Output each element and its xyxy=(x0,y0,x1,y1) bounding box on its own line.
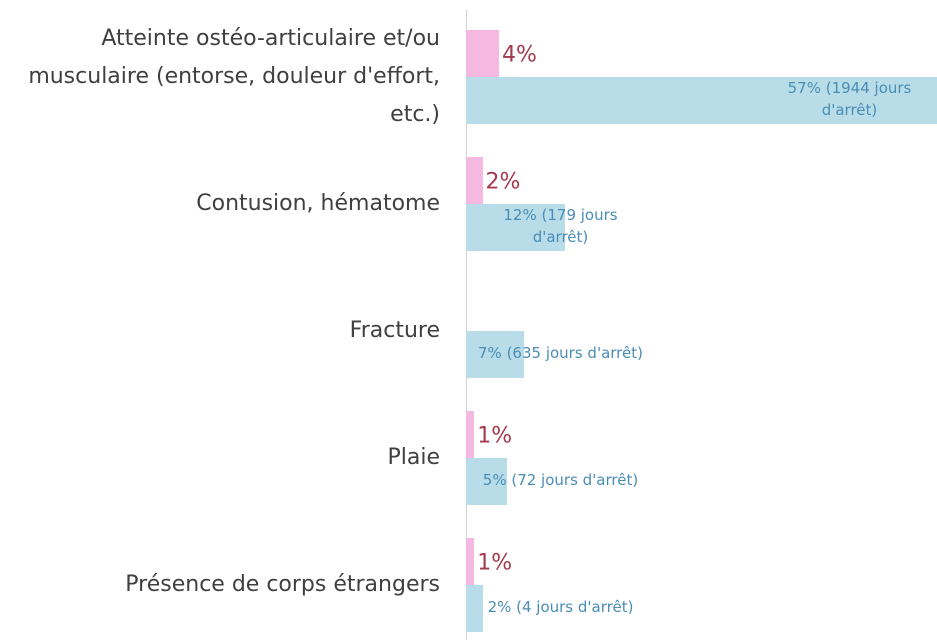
bar xyxy=(466,157,483,204)
value-label: 2% xyxy=(485,169,521,195)
category-label: Présence de corps étrangers xyxy=(125,572,440,597)
value-label: 2% (4 jours d'arrêt) xyxy=(487,598,634,616)
value-label: 1% xyxy=(477,423,513,449)
value-label: 4% xyxy=(502,42,537,68)
category-label: Contusion, hématome xyxy=(196,191,440,216)
value-label: 57% (1944 jours d'arrêt) xyxy=(787,79,912,119)
bar xyxy=(466,411,475,458)
value-label: 12% (179 jours d'arrêt) xyxy=(503,206,618,246)
bar xyxy=(466,331,524,378)
bar xyxy=(466,77,937,124)
axis-line xyxy=(466,10,467,640)
bar xyxy=(466,458,508,505)
bar xyxy=(466,30,500,77)
bar xyxy=(466,585,483,632)
value-label: 7% (635 jours d'arrêt) xyxy=(478,344,643,362)
category-label: Plaie xyxy=(387,445,440,470)
category-label: Atteinte ostéo-articulaire et/ou muscula… xyxy=(28,26,440,127)
value-label: 5% (72 jours d'arrêt) xyxy=(482,471,639,489)
category-label: Fracture xyxy=(349,318,440,343)
value-label: 1% xyxy=(477,550,513,576)
bar xyxy=(466,204,566,251)
bar xyxy=(466,538,475,585)
